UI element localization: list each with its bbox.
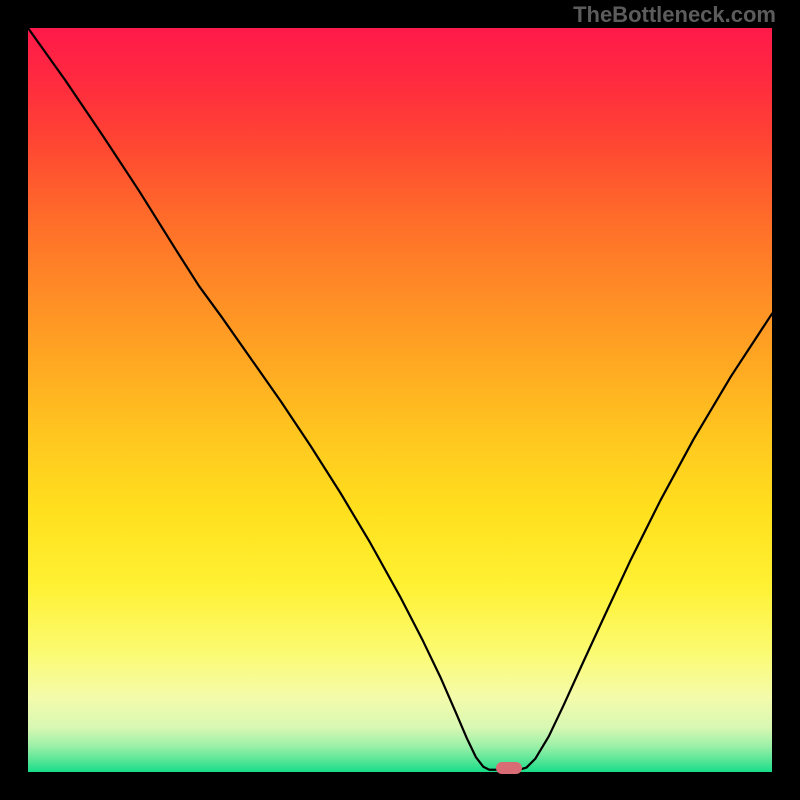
bottleneck-curve: [28, 28, 772, 770]
plot-area: [28, 28, 772, 772]
chart-container: TheBottleneck.com: [0, 0, 800, 800]
watermark-text: TheBottleneck.com: [573, 2, 776, 28]
curve-layer: [28, 28, 772, 772]
optimal-point-marker: [496, 762, 522, 774]
